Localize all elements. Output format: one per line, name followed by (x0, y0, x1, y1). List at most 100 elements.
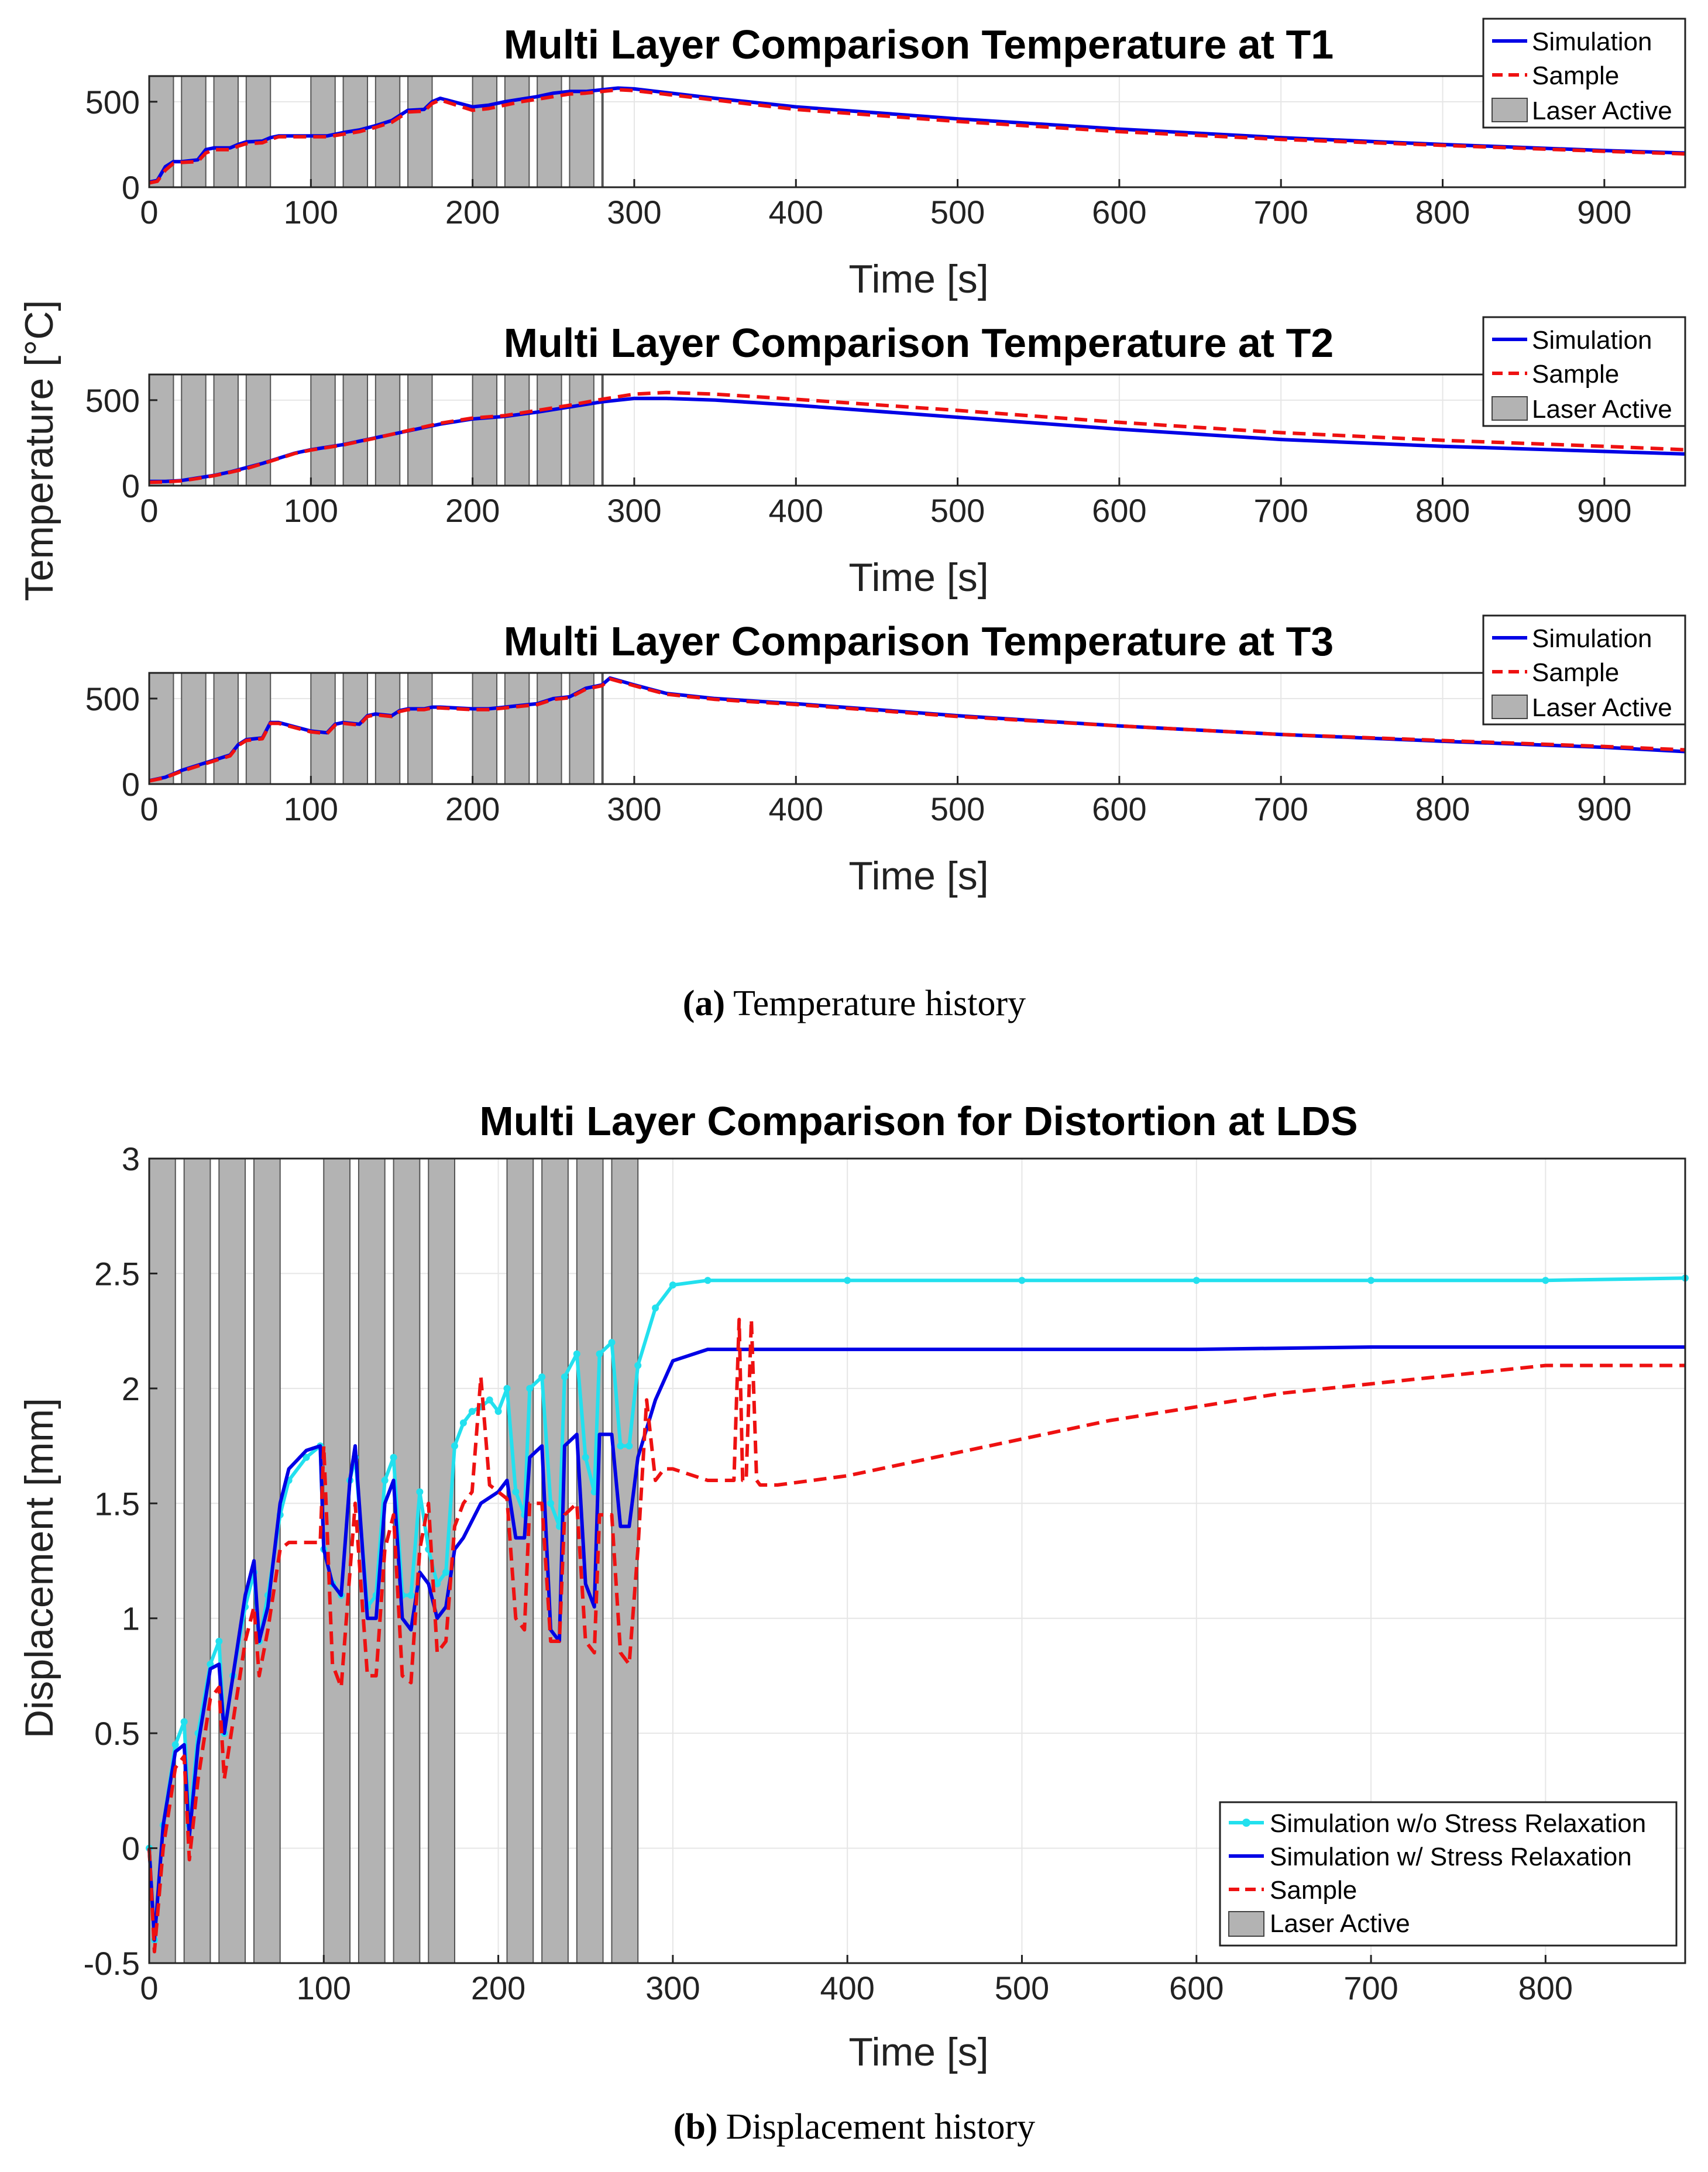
legend-label-simulation: Simulation (1532, 326, 1652, 355)
x-axis-label: Time [s] (848, 257, 988, 301)
data-point (652, 1304, 659, 1312)
laser-active-band (504, 75, 530, 188)
x-tick-label: 800 (1415, 791, 1470, 827)
laser-active-band (504, 374, 530, 486)
legend-label-laser: Laser Active (1532, 693, 1672, 722)
data-point (442, 1569, 450, 1576)
legend-label-laser: Laser Active (1532, 395, 1672, 424)
y-tick-label: 2 (122, 1370, 140, 1407)
x-tick-label: 300 (607, 791, 661, 827)
x-axis-label: Time [s] (848, 854, 988, 898)
laser-active-band (149, 374, 174, 486)
data-point (434, 1580, 441, 1587)
laser-active-band (253, 1158, 281, 1964)
y-tick-label: 2.5 (94, 1255, 140, 1292)
y-tick-label: 500 (85, 84, 140, 121)
caption-a-text: Temperature history (733, 984, 1026, 1023)
axes-frame (148, 75, 1686, 188)
data-point (512, 1488, 520, 1496)
x-tick-label: 800 (1518, 1970, 1573, 2006)
laser-active-band (472, 75, 498, 188)
y-tick-label: 0 (122, 468, 140, 504)
x-tick-label: 900 (1577, 194, 1631, 231)
series-line-1 (149, 390, 1686, 484)
data-point (215, 1638, 223, 1645)
x-tick-label: 400 (769, 194, 823, 231)
laser-active-bands (149, 75, 604, 188)
y-tick-label: 0 (122, 766, 140, 803)
legend-label-wo: Simulation w/o Stress Relaxation (1270, 1809, 1646, 1838)
x-tick-label: 100 (284, 194, 338, 231)
y-axis-label-temperature: Temperature [°C] (17, 300, 61, 602)
legend-swatch-laser (1492, 98, 1528, 122)
x-tick-label: 0 (140, 791, 158, 827)
laser-active-band (374, 672, 401, 785)
laser-active-band (181, 75, 207, 188)
legend-box (1219, 1801, 1678, 1947)
tick-labels: 0 100 200 300 400 500 600 700 800 900 0 500 (85, 681, 1632, 827)
legend-label-sample: Sample (1532, 360, 1619, 389)
series-line-1 (147, 1345, 1685, 1942)
x-tick-label: 100 (297, 1970, 351, 2006)
y-tick-label: 0 (122, 1830, 140, 1867)
laser-active-bands (149, 374, 604, 486)
tick-labels: 0 100 200 300 400 500 600 700 800-0.500.511.522.… (84, 1140, 1573, 2006)
chart-t2: Multi Layer Comparison Temperature at T2… (85, 316, 1686, 600)
x-tick-label: 500 (995, 1970, 1049, 2006)
laser-active-band (504, 672, 530, 785)
laser-active-band (374, 374, 401, 486)
laser-active-band (407, 672, 433, 785)
data-point (844, 1277, 851, 1284)
data-point (451, 1442, 459, 1450)
laser-active-band (472, 374, 498, 486)
x-axis-label: Time [s] (848, 555, 988, 600)
data-point (180, 1718, 188, 1726)
x-tick-label: 200 (445, 791, 500, 827)
x-tick-label: 800 (1415, 194, 1470, 231)
x-tick-label: 100 (284, 791, 338, 827)
axes-frame (148, 672, 1686, 785)
laser-active-band (407, 75, 433, 188)
data-point (503, 1384, 511, 1392)
data-point (468, 1408, 476, 1415)
laser-active-band (569, 374, 594, 486)
data-point (486, 1396, 493, 1404)
x-tick-label: 300 (607, 194, 661, 231)
series-line-0 (149, 396, 1686, 483)
data-point (596, 1350, 603, 1358)
x-tick-label: 500 (930, 791, 985, 827)
caption-a: (a) Temperature history (683, 984, 1026, 1023)
legend-label-w: Simulation w/ Stress Relaxation (1270, 1843, 1632, 1871)
data-point (561, 1373, 568, 1381)
x-tick-label: 600 (1092, 194, 1146, 231)
laser-active-band (310, 75, 336, 188)
legend-label-simulation: Simulation (1532, 28, 1652, 56)
y-tick-label: 1.5 (94, 1485, 140, 1522)
x-tick-label: 0 (140, 194, 158, 231)
x-tick-label: 600 (1092, 492, 1146, 529)
laser-active-band (342, 374, 369, 486)
series-line-2 (147, 1318, 1685, 1954)
tick-labels: 0 100 200 300 400 500 600 700 800 900 0 500 (85, 84, 1632, 231)
legend-label-laser: Laser Active (1532, 97, 1672, 125)
data-point (1542, 1277, 1549, 1284)
data-point (171, 1741, 179, 1748)
x-tick-label: 300 (607, 492, 661, 529)
chart-title: Multi Layer Comparison Temperature at T3 (504, 618, 1334, 664)
y-tick-label: 500 (85, 681, 140, 717)
x-tick-label: 400 (820, 1970, 874, 2006)
laser-active-band (310, 374, 336, 486)
data-point (626, 1442, 633, 1450)
data-point (617, 1442, 624, 1450)
legend-label-sample: Sample (1270, 1876, 1357, 1905)
data-point (381, 1477, 389, 1484)
series-line-1 (149, 677, 1686, 783)
x-tick-label: 200 (445, 492, 500, 529)
caption-b: (b) Displacement history (673, 2107, 1035, 2147)
chart-title: Multi Layer Comparison Temperature at T1 (504, 22, 1334, 67)
data-point (538, 1373, 546, 1381)
data-point (526, 1384, 534, 1392)
y-tick-label: 0.5 (94, 1715, 140, 1752)
laser-active-band (213, 672, 239, 785)
